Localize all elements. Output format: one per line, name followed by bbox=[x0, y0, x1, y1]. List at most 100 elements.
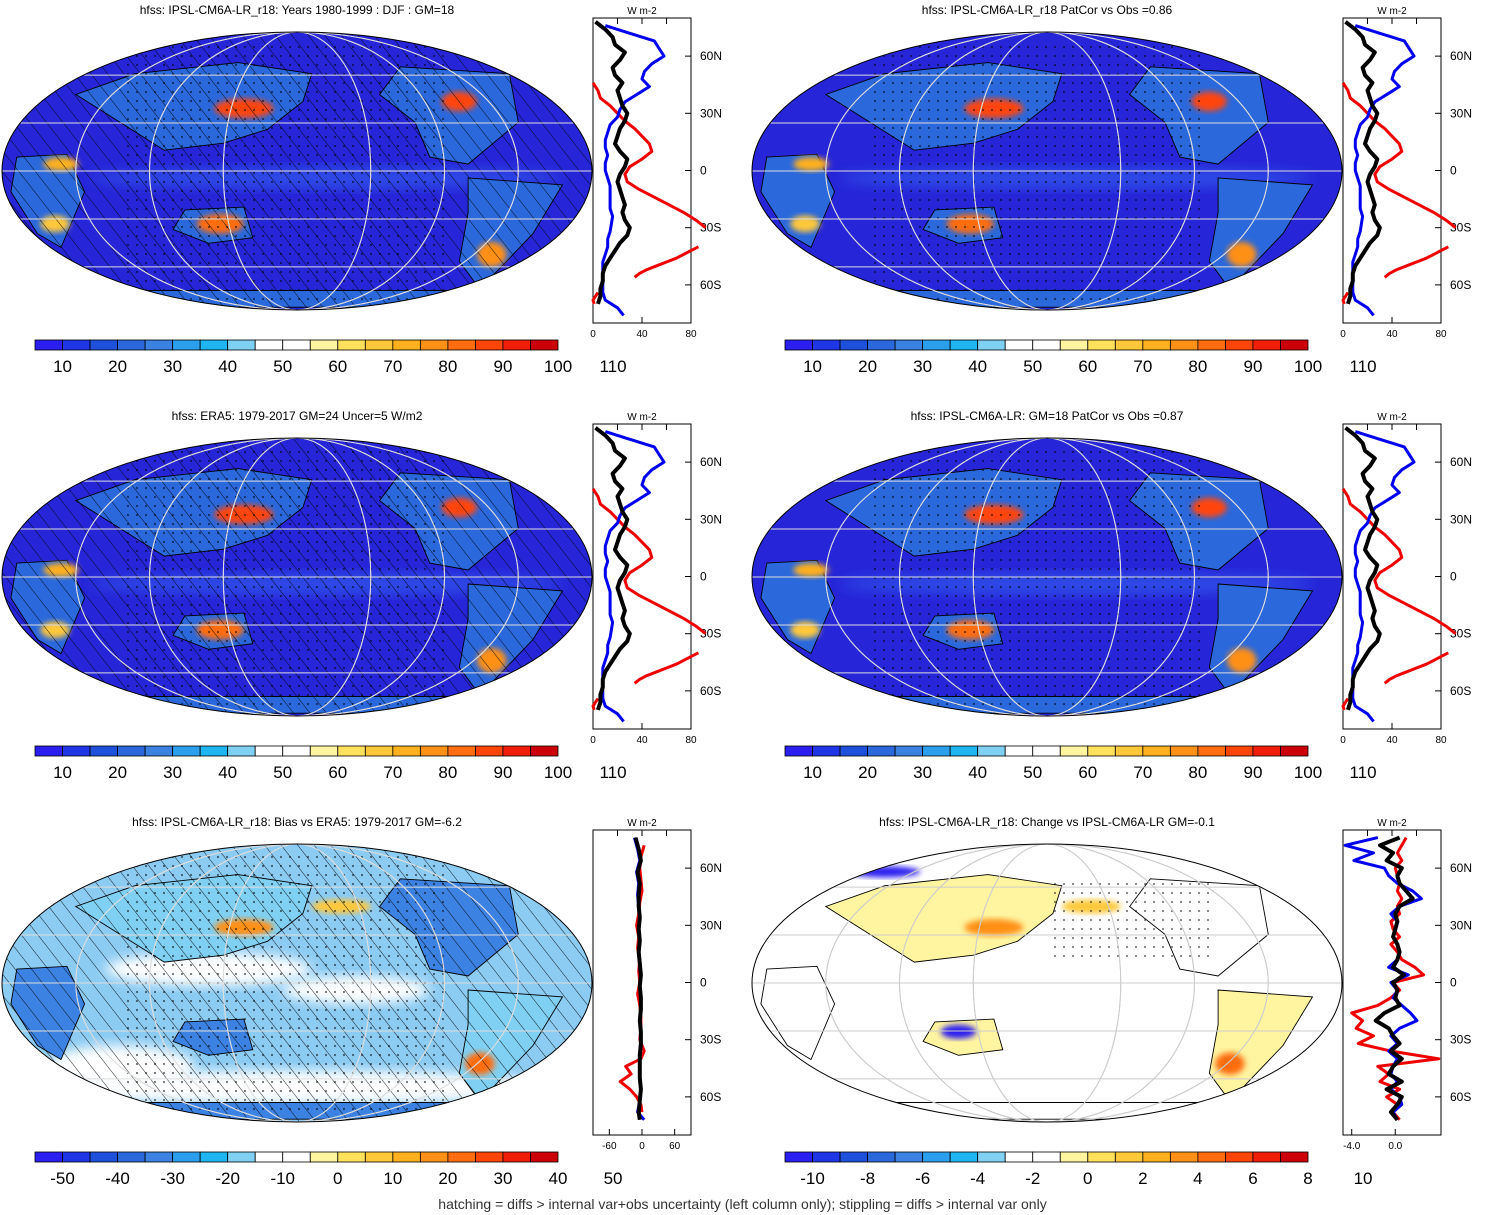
colorbar-label: 2 bbox=[1138, 1169, 1147, 1188]
colorbar-swatch bbox=[89, 745, 118, 757]
map-title: hfss: ERA5: 1979-2017 GM=24 Uncer=5 W/m2 bbox=[172, 409, 423, 423]
colorbar-swatch bbox=[419, 339, 449, 351]
colorbar-swatch bbox=[867, 745, 896, 757]
field-hotspot bbox=[790, 215, 820, 233]
colorbar-swatch bbox=[144, 1151, 174, 1163]
colorbar-swatch bbox=[502, 745, 531, 757]
map-field bbox=[752, 32, 1342, 310]
colorbar-swatch bbox=[309, 339, 339, 351]
colorbar-label: 50 bbox=[1023, 763, 1042, 782]
colorbar-swatch bbox=[199, 745, 229, 757]
latitude-label: 30N bbox=[700, 918, 722, 932]
latitude-label: 60N bbox=[700, 49, 722, 63]
profile-series-line bbox=[1344, 20, 1382, 305]
colorbar-label: 20 bbox=[858, 357, 877, 376]
profile-series-line bbox=[633, 837, 643, 1121]
colorbar-label: 20 bbox=[858, 763, 877, 782]
profile-x-tick-label: 60 bbox=[669, 1141, 681, 1152]
colorbar-swatch bbox=[199, 1151, 229, 1163]
profile-x-tick-label: 0 bbox=[1340, 329, 1346, 340]
colorbar-label: 20 bbox=[108, 357, 127, 376]
map-outline bbox=[751, 31, 1343, 311]
colorbar-swatch bbox=[419, 1151, 449, 1163]
zonal-profile: W m-2 -4.0 0.0 60N 30N 0 30S 60S bbox=[1342, 818, 1472, 1152]
colorbar-swatch bbox=[949, 1151, 979, 1163]
colorbar-swatch bbox=[1142, 339, 1171, 351]
profile-series-line bbox=[591, 487, 707, 635]
colorbar-label: 4 bbox=[1193, 1169, 1202, 1188]
profile-series-line bbox=[1383, 651, 1449, 685]
zonal-profile: W m-2 0 40 80 60N 30N 0 30S 60S bbox=[590, 6, 722, 340]
graticule-meridian bbox=[825, 844, 1269, 1122]
colorbar-label: -20 bbox=[215, 1169, 240, 1188]
colorbar-swatch bbox=[364, 745, 394, 757]
colorbar-label: 30 bbox=[913, 357, 932, 376]
profile-x-tick-label: 0 bbox=[639, 1141, 645, 1152]
colorbar-label: 50 bbox=[273, 357, 292, 376]
colorbar-swatch bbox=[839, 745, 868, 757]
map-title: hfss: IPSL-CM6A-LR_r18: Years 1980-1999 … bbox=[140, 3, 455, 17]
zonal-profile: W m-2 -60 0 60 60N 30N 0 30S 60S bbox=[592, 818, 722, 1152]
graticule-meridian bbox=[75, 844, 519, 1122]
graticule-meridian bbox=[825, 32, 1269, 310]
profile-series-line bbox=[594, 426, 632, 711]
panel-p3: hfss: ERA5: 1979-2017 GM=24 Uncer=5 W/m2… bbox=[1, 409, 722, 782]
colorbar-swatch bbox=[1280, 745, 1309, 757]
colorbar-swatch bbox=[172, 1151, 201, 1163]
panel-p4: hfss: IPSL-CM6A-LR: GM=18 PatCor vs Obs … bbox=[751, 409, 1472, 782]
land-mass bbox=[824, 874, 1063, 963]
colorbar-swatch bbox=[1169, 1151, 1199, 1163]
latitude-label: 30S bbox=[1450, 627, 1471, 641]
map-field bbox=[752, 438, 1342, 716]
colorbar-label: -50 bbox=[50, 1169, 75, 1188]
colorbar-label: 30 bbox=[163, 357, 182, 376]
colorbar-label: -2 bbox=[1025, 1169, 1040, 1188]
colorbar-swatch bbox=[475, 1151, 504, 1163]
profile-series-line bbox=[1341, 291, 1350, 305]
colorbar-swatch bbox=[784, 339, 813, 351]
colorbar-swatch bbox=[1252, 1151, 1281, 1163]
colorbar-swatch bbox=[1197, 339, 1226, 351]
colorbar-swatch bbox=[392, 1151, 421, 1163]
colorbar-swatch bbox=[282, 1151, 311, 1163]
profile-x-tick-label: 0 bbox=[1340, 735, 1346, 746]
colorbar-label: 100 bbox=[1294, 357, 1322, 376]
colorbar-swatch bbox=[1032, 339, 1061, 351]
colorbar-swatch bbox=[172, 745, 201, 757]
colorbar-swatch bbox=[1004, 339, 1034, 351]
colorbar-swatch bbox=[309, 745, 339, 757]
colorbar-label: 30 bbox=[493, 1169, 512, 1188]
colorbar-label: 90 bbox=[1243, 357, 1262, 376]
map-field bbox=[2, 32, 592, 310]
colorbar-swatch bbox=[337, 339, 366, 351]
colorbar-swatch bbox=[1059, 1151, 1089, 1163]
colorbar-label: 20 bbox=[438, 1169, 457, 1188]
colorbar-label: 70 bbox=[383, 357, 402, 376]
colorbar-label: 110 bbox=[599, 763, 626, 782]
profile-series-line bbox=[1383, 245, 1449, 279]
colorbar-swatch bbox=[62, 1151, 91, 1163]
graticule-meridian bbox=[222, 438, 372, 716]
colorbar-swatch bbox=[1252, 745, 1281, 757]
colorbar-swatch bbox=[89, 339, 118, 351]
field-hotspot bbox=[793, 157, 829, 171]
colorbar-label: 50 bbox=[604, 1169, 623, 1188]
colorbar: 10 20 30 40 50 60 70 80 90 100 110 bbox=[34, 339, 627, 376]
zonal-profile: W m-2 0 40 80 60N 30N 0 30S 60S bbox=[1340, 6, 1472, 340]
map-field bbox=[752, 844, 1342, 1122]
zonal-profile: W m-2 0 40 80 60N 30N 0 30S 60S bbox=[1340, 412, 1472, 746]
profile-x-tick-label: 0.0 bbox=[1388, 1141, 1402, 1152]
colorbar-swatch bbox=[1169, 745, 1199, 757]
profile-series-line bbox=[618, 844, 646, 1113]
colorbar-label: 30 bbox=[163, 763, 182, 782]
colorbar-swatch bbox=[364, 1151, 394, 1163]
colorbar-swatch bbox=[502, 1151, 531, 1163]
latitude-label: 60N bbox=[1450, 49, 1472, 63]
graticule-meridian bbox=[149, 438, 445, 716]
map-outline bbox=[1, 437, 593, 717]
colorbar-swatch bbox=[502, 339, 531, 351]
colorbar-swatch bbox=[475, 745, 504, 757]
profile-series-line bbox=[1341, 487, 1457, 635]
colorbar-label: 10 bbox=[53, 357, 72, 376]
stippling-overlay bbox=[870, 446, 1200, 706]
